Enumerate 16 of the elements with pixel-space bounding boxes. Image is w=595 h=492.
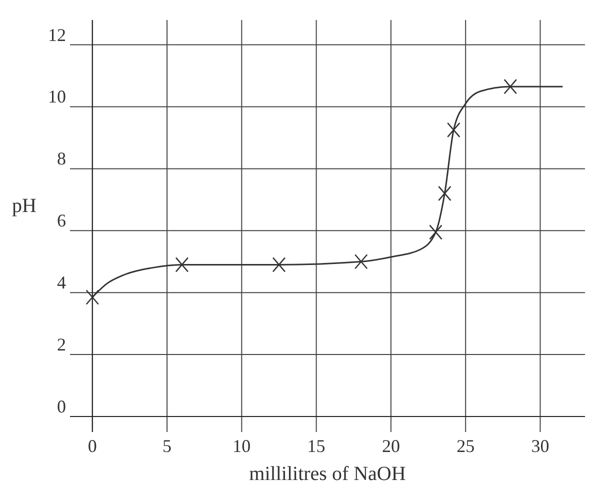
y-tick-label: 0 — [57, 396, 66, 417]
x-tick-label: 30 — [531, 436, 550, 456]
y-axis-title: pH — [12, 195, 36, 218]
x-tick-label: 10 — [232, 436, 251, 456]
x-tick-label: 25 — [456, 436, 475, 456]
y-tick-label: 10 — [48, 86, 66, 107]
x-tick-label: 20 — [382, 436, 400, 456]
x-axis-title: millilitres of NaOH — [249, 463, 406, 485]
x-tick-label: 15 — [307, 436, 326, 456]
x-tick-label: 0 — [88, 436, 97, 456]
y-tick-label: 4 — [57, 272, 66, 293]
y-tick-label: 2 — [57, 334, 66, 355]
y-tick-label: 12 — [48, 24, 66, 45]
x-tick-label: 5 — [162, 436, 172, 456]
y-tick-label: 8 — [57, 148, 66, 169]
y-tick-label: 6 — [57, 210, 66, 231]
